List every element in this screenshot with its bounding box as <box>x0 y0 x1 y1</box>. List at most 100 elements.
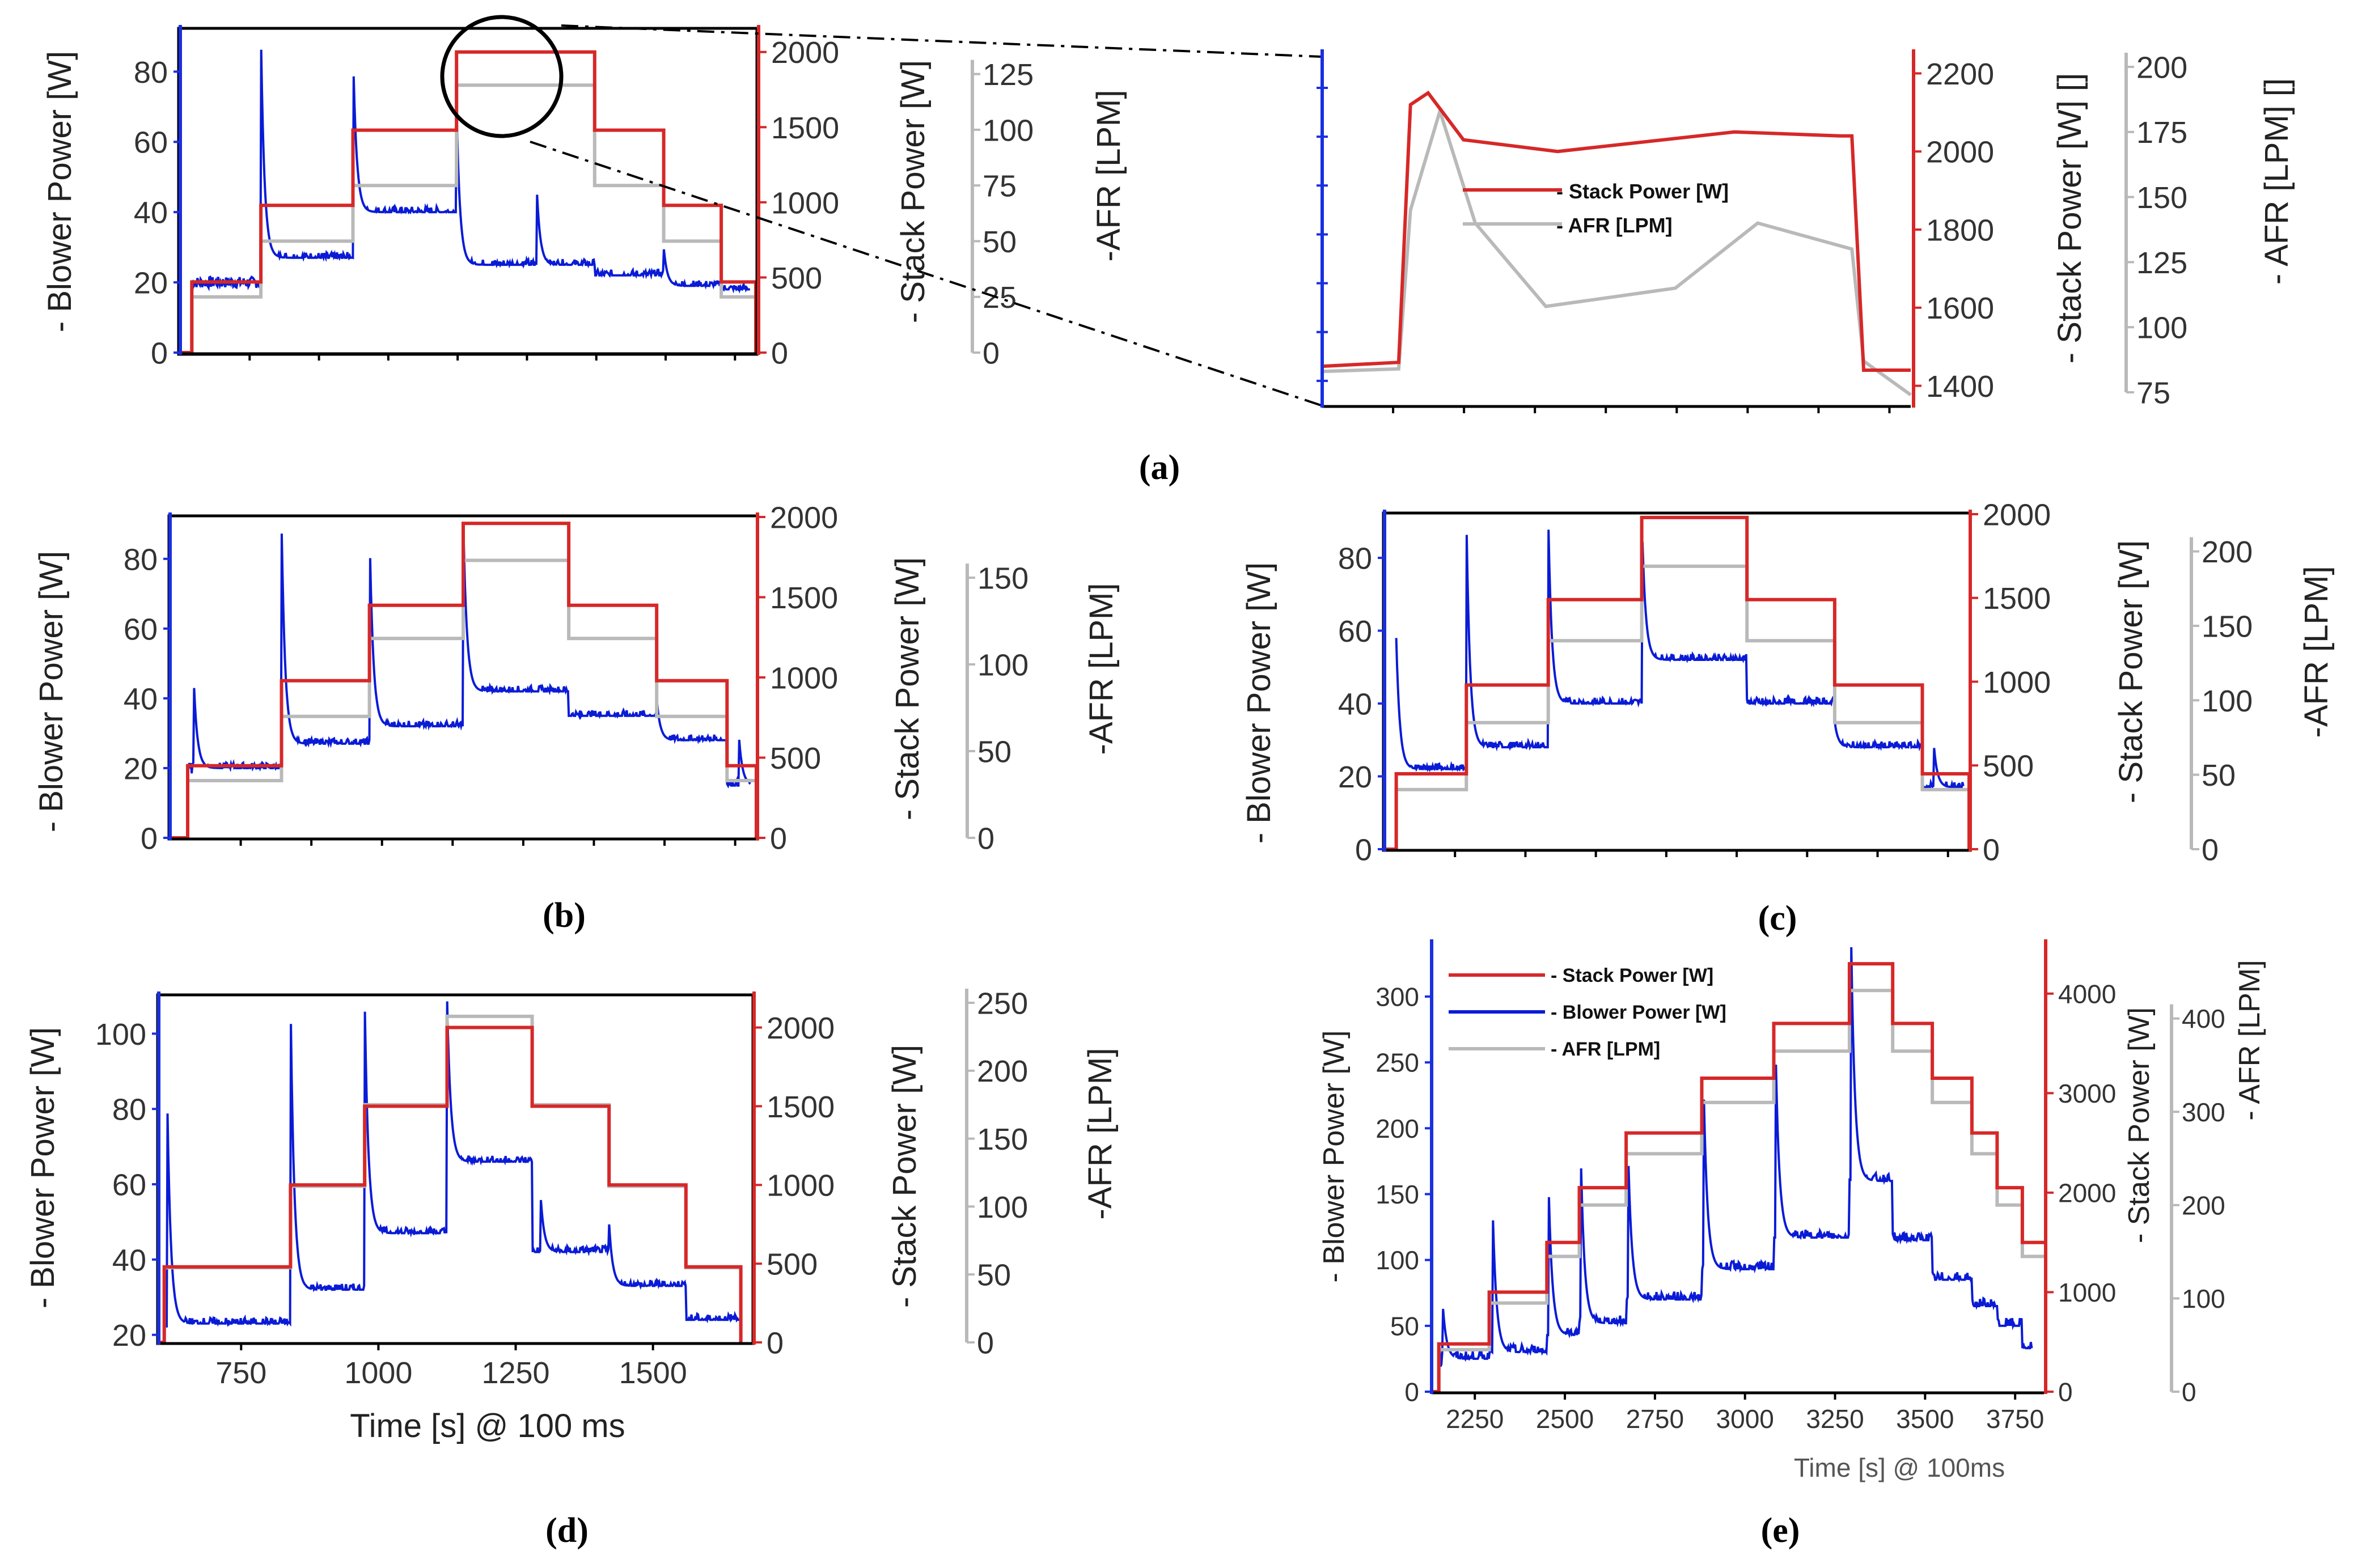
blower-tick-label: 200 <box>1375 1114 1419 1143</box>
y3-label-b: -AFR [LPM] <box>1083 583 1120 755</box>
legend-e: - Stack Power [W] - Blower Power [W] - A… <box>1449 965 1726 1060</box>
panel-d: 750 1000 1250 15002040608010005001000150020… <box>24 986 1119 1550</box>
stack-tick-label: 2200 <box>1926 57 1994 91</box>
blower-tick-label: 60 <box>1338 615 1372 649</box>
series-stack-power <box>170 522 758 840</box>
stack-tick-label: 1000 <box>767 1169 835 1203</box>
afr-tick-label: 50 <box>2202 758 2236 793</box>
blower-tick-label: 250 <box>1375 1048 1419 1078</box>
zoom-connector-top <box>561 24 1322 58</box>
stack-tick-label: 0 <box>770 821 787 855</box>
stack-tick-label: 2000 <box>767 1011 835 1045</box>
stack-tick-label: 1000 <box>770 661 838 695</box>
frame-d <box>156 993 755 1345</box>
afr-tick-label: 75 <box>983 169 1017 204</box>
afr-tick-label: 150 <box>2136 181 2187 215</box>
stack-tick-label: 500 <box>771 261 822 295</box>
afr-tick-label: 100 <box>2136 311 2187 345</box>
plot-area-b <box>170 522 758 840</box>
afr-tick-label: 50 <box>977 1258 1011 1292</box>
afr-tick-label: 0 <box>977 821 994 855</box>
x-tick-label: 1500 <box>619 1356 687 1390</box>
y1-label-a: - Blower Power [W] <box>41 51 78 332</box>
zoom-circle <box>440 15 564 138</box>
blower-tick-label: 40 <box>112 1243 146 1277</box>
blower-tick-label: 20 <box>134 266 168 300</box>
blower-tick-label: 60 <box>134 126 168 160</box>
afr-tick-label: 150 <box>977 1122 1028 1156</box>
legend-label-blower-e: - Blower Power [W] <box>1551 1002 1726 1023</box>
series-blower-power <box>187 528 751 789</box>
afr-tick-label: 100 <box>2202 684 2253 718</box>
caption-c: (c) <box>1758 899 1797 938</box>
afr-tick-label: 50 <box>983 225 1017 259</box>
stack-tick-label: 1500 <box>1983 582 2051 616</box>
blower-tick-label: 80 <box>1338 542 1372 576</box>
stack-tick-label: 500 <box>767 1248 818 1282</box>
series-blower-power <box>1395 529 1965 791</box>
y1-label-d: - Blower Power [W] <box>24 1027 61 1308</box>
y2-label-c: - Stack Power [W] <box>2113 540 2149 803</box>
stack-tick-label: 0 <box>1983 833 2000 867</box>
blower-tick-label: 0 <box>1355 833 1372 867</box>
blower-tick-label: 40 <box>134 196 168 230</box>
stack-tick-label: 0 <box>771 336 788 370</box>
stack-tick-label: 0 <box>2058 1378 2073 1407</box>
afr-tick-label: 200 <box>977 1054 1028 1088</box>
y2-label-a: - Stack Power [W] <box>895 60 932 323</box>
series-afr <box>1432 989 2044 1393</box>
plot-area-a <box>180 49 757 354</box>
afr-tick-label: 0 <box>2182 1378 2196 1407</box>
y3-label-zoom: - AFR [LPM] [] <box>2258 78 2295 285</box>
x-tick-label: 3750 <box>1986 1404 2044 1434</box>
blower-tick-label: 20 <box>112 1319 146 1353</box>
stack-tick-label: 2000 <box>1983 498 2051 532</box>
blower-tick-label: 60 <box>124 612 158 646</box>
afr-tick-label: 250 <box>977 986 1028 1020</box>
x-label-d: Time [s] @ 100 ms <box>350 1408 625 1444</box>
panel-a-zoom: 1400 1600 1800 2000 2200 75 100 125 150 175 200 - … <box>1317 49 2295 413</box>
y3-label-c: -AFR [LPM] <box>2298 566 2335 738</box>
afr-tick-label: 75 <box>2136 376 2170 410</box>
afr-tick-label: 400 <box>2182 1004 2225 1033</box>
x-tick-label: 1250 <box>481 1356 549 1390</box>
stack-tick-label: 4000 <box>2058 979 2116 1008</box>
afr-tick-label: 125 <box>2136 246 2187 280</box>
stack-tick-label: 1500 <box>767 1090 835 1124</box>
afr-tick-label: 50 <box>977 735 1011 769</box>
afr-tick-label: 200 <box>2182 1190 2225 1220</box>
y3-label-e: - AFR [LPM] <box>2233 960 2266 1120</box>
blower-tick-label: 0 <box>151 336 168 370</box>
afr-tick-label: 175 <box>2136 116 2187 150</box>
y1-label-c: - Blower Power [W] <box>1241 562 1277 844</box>
afr-tick-label: 100 <box>2182 1284 2225 1313</box>
stack-tick-label: 1400 <box>1926 370 1994 404</box>
legend-label-stack-e: - Stack Power [W] <box>1551 965 1713 986</box>
stack-tick-label: 1800 <box>1926 213 1994 247</box>
stack-tick-label: 1000 <box>1983 666 2051 700</box>
series-stack-power <box>180 50 757 354</box>
x-tick-label: 1000 <box>344 1356 412 1390</box>
axes-c: 0 20 40 60 80 0 500 1000 1500 2000 0 50 100 150 200 <box>1338 498 2253 867</box>
stack-tick-label: 1000 <box>771 186 839 220</box>
afr-tick-label: 150 <box>2202 609 2253 643</box>
plot-area-d <box>159 1001 743 1344</box>
series-stack-power <box>159 1025 743 1344</box>
legend-zoom: - Stack Power [W] - AFR [LPM] <box>1463 180 1729 237</box>
series-stack-power <box>1385 515 1971 851</box>
stack-tick-label: 1000 <box>2058 1278 2116 1307</box>
y2-label-e: - Stack Power [W] <box>2123 1007 2156 1243</box>
blower-tick-label: 0 <box>1404 1378 1419 1407</box>
blower-tick-label: 150 <box>1375 1180 1419 1209</box>
blower-tick-label: 100 <box>1375 1245 1419 1275</box>
stack-tick-label: 2000 <box>771 36 839 70</box>
x-tick-label: 2750 <box>1626 1404 1684 1434</box>
afr-tick-label: 0 <box>983 336 1000 370</box>
stack-tick-label: 3000 <box>2058 1079 2116 1108</box>
blower-tick-label: 40 <box>124 682 158 716</box>
series-blower-power <box>1437 947 2033 1367</box>
axes-e: 2250 2500 2750 3000 3250 3500 3750050100150200… <box>1375 939 2225 1434</box>
blower-tick-label: 0 <box>141 821 158 855</box>
blower-tick-label: 50 <box>1390 1311 1419 1341</box>
afr-tick-label: 125 <box>983 58 1034 92</box>
